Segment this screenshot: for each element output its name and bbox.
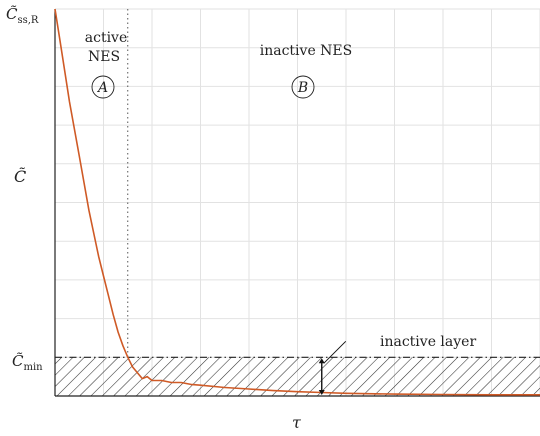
region-b-circle xyxy=(291,75,315,99)
region-b-marker: B xyxy=(297,80,308,96)
region-a-label-line-2: NES xyxy=(88,49,120,65)
region-b-label: inactive NES xyxy=(260,43,353,59)
region-a-circle xyxy=(91,75,115,99)
inactive-layer-region xyxy=(55,356,540,396)
y-axis-label: C̃ xyxy=(14,167,26,186)
annotation-layer xyxy=(318,340,347,395)
series-line-0 xyxy=(54,8,540,396)
y-tick-c-ss-r: C̃ss,R xyxy=(6,5,39,26)
region-a-marker: A xyxy=(96,80,108,96)
inactive-layer-arrow-head-top xyxy=(318,358,325,364)
inactive-layer-arrow-head-bottom xyxy=(318,390,325,395)
region-a-label-line-1: active xyxy=(85,30,128,46)
inactive-layer-leader-line xyxy=(323,340,347,364)
hatch-rect xyxy=(55,357,540,396)
axes xyxy=(54,9,540,397)
series-layer xyxy=(54,8,540,396)
y-tick-c-min: C̃min xyxy=(12,352,43,373)
x-axis-label: τ xyxy=(292,413,302,432)
inactive-layer-label: inactive layer xyxy=(380,334,476,350)
